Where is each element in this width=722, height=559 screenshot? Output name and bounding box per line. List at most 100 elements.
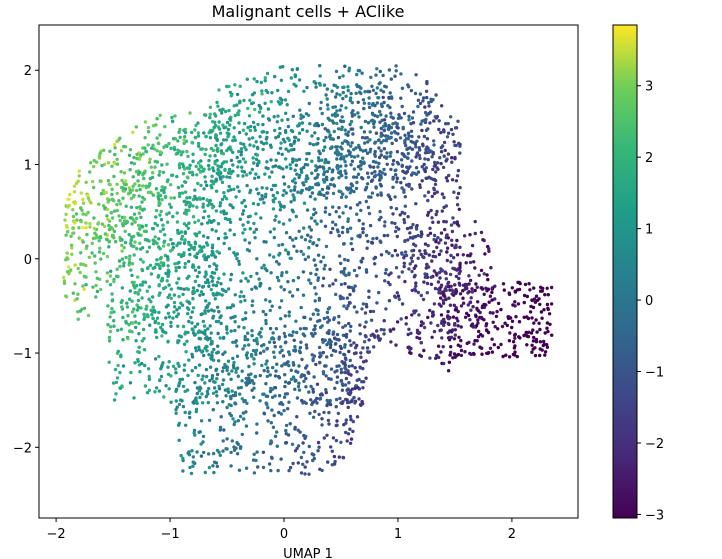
data-point bbox=[479, 230, 484, 235]
data-point bbox=[188, 111, 192, 115]
data-point bbox=[445, 246, 450, 250]
data-point bbox=[545, 343, 549, 347]
data-point bbox=[322, 170, 327, 174]
data-point bbox=[147, 388, 152, 392]
data-point bbox=[482, 318, 486, 322]
data-point bbox=[393, 229, 398, 234]
data-point bbox=[344, 94, 348, 98]
data-point bbox=[375, 329, 379, 333]
data-point bbox=[173, 305, 177, 309]
data-point bbox=[278, 146, 283, 151]
data-point bbox=[254, 458, 258, 463]
data-point bbox=[214, 177, 218, 181]
data-point bbox=[122, 144, 126, 149]
data-point bbox=[326, 191, 330, 195]
data-point bbox=[108, 225, 113, 229]
data-point bbox=[538, 302, 542, 307]
data-point bbox=[263, 267, 267, 271]
data-point bbox=[141, 280, 145, 284]
data-point bbox=[255, 422, 259, 426]
data-point bbox=[191, 215, 196, 219]
data-point bbox=[475, 285, 479, 289]
data-point bbox=[115, 139, 119, 144]
data-point bbox=[328, 400, 332, 404]
data-point bbox=[272, 255, 276, 259]
data-point bbox=[229, 403, 233, 408]
data-point bbox=[298, 345, 303, 350]
data-point bbox=[269, 439, 273, 443]
data-point bbox=[487, 300, 491, 304]
data-point bbox=[439, 350, 443, 354]
data-point bbox=[241, 209, 246, 213]
data-point bbox=[343, 139, 347, 143]
data-point bbox=[427, 253, 431, 257]
data-point bbox=[458, 185, 462, 190]
data-point bbox=[490, 298, 494, 302]
data-point bbox=[325, 398, 329, 403]
data-point bbox=[383, 84, 387, 89]
data-point bbox=[418, 92, 423, 96]
data-point bbox=[363, 325, 367, 329]
data-point bbox=[268, 299, 272, 304]
data-point bbox=[172, 310, 176, 314]
data-point bbox=[485, 273, 489, 277]
data-point bbox=[439, 328, 443, 332]
data-point bbox=[344, 376, 349, 381]
data-point bbox=[167, 270, 171, 274]
data-point bbox=[465, 311, 469, 316]
data-point bbox=[385, 162, 389, 166]
data-point bbox=[215, 293, 219, 297]
data-point bbox=[432, 191, 437, 196]
data-point bbox=[323, 210, 327, 214]
data-point bbox=[362, 340, 367, 344]
data-point bbox=[241, 271, 245, 275]
data-point bbox=[66, 197, 70, 201]
data-point bbox=[282, 204, 286, 209]
data-point bbox=[128, 148, 133, 152]
data-point bbox=[303, 472, 307, 476]
data-point bbox=[305, 208, 310, 212]
data-point bbox=[452, 337, 457, 341]
data-point bbox=[92, 185, 96, 190]
data-point bbox=[252, 381, 256, 386]
data-point bbox=[201, 234, 206, 238]
data-point bbox=[156, 191, 160, 195]
data-point bbox=[175, 151, 179, 156]
data-point bbox=[347, 321, 351, 326]
data-point bbox=[170, 115, 174, 120]
data-point bbox=[348, 122, 352, 127]
data-point bbox=[409, 129, 414, 133]
data-point bbox=[275, 444, 279, 448]
data-point bbox=[301, 332, 305, 336]
data-point bbox=[299, 471, 304, 475]
data-point bbox=[256, 465, 260, 469]
data-point bbox=[273, 394, 277, 398]
data-point bbox=[450, 238, 454, 242]
data-point bbox=[76, 292, 80, 296]
data-point bbox=[119, 170, 123, 174]
data-point bbox=[337, 170, 341, 175]
data-point bbox=[148, 157, 152, 161]
data-point bbox=[325, 433, 329, 437]
data-point bbox=[183, 239, 187, 243]
data-point bbox=[513, 336, 517, 340]
data-point bbox=[431, 310, 435, 314]
data-point bbox=[72, 184, 77, 188]
data-point bbox=[459, 348, 464, 353]
data-point bbox=[336, 135, 341, 140]
data-point bbox=[177, 306, 182, 310]
data-point bbox=[128, 168, 132, 172]
data-point bbox=[139, 306, 143, 310]
data-point bbox=[418, 185, 422, 190]
data-point bbox=[403, 250, 408, 254]
data-point bbox=[477, 329, 481, 334]
data-point bbox=[237, 468, 242, 472]
data-point bbox=[198, 395, 202, 400]
x-tick-label: 2 bbox=[508, 527, 516, 542]
data-point bbox=[259, 327, 264, 331]
data-point bbox=[147, 160, 152, 165]
data-point bbox=[262, 349, 266, 353]
data-point bbox=[215, 401, 220, 405]
data-point bbox=[467, 340, 471, 345]
data-point bbox=[201, 401, 205, 405]
